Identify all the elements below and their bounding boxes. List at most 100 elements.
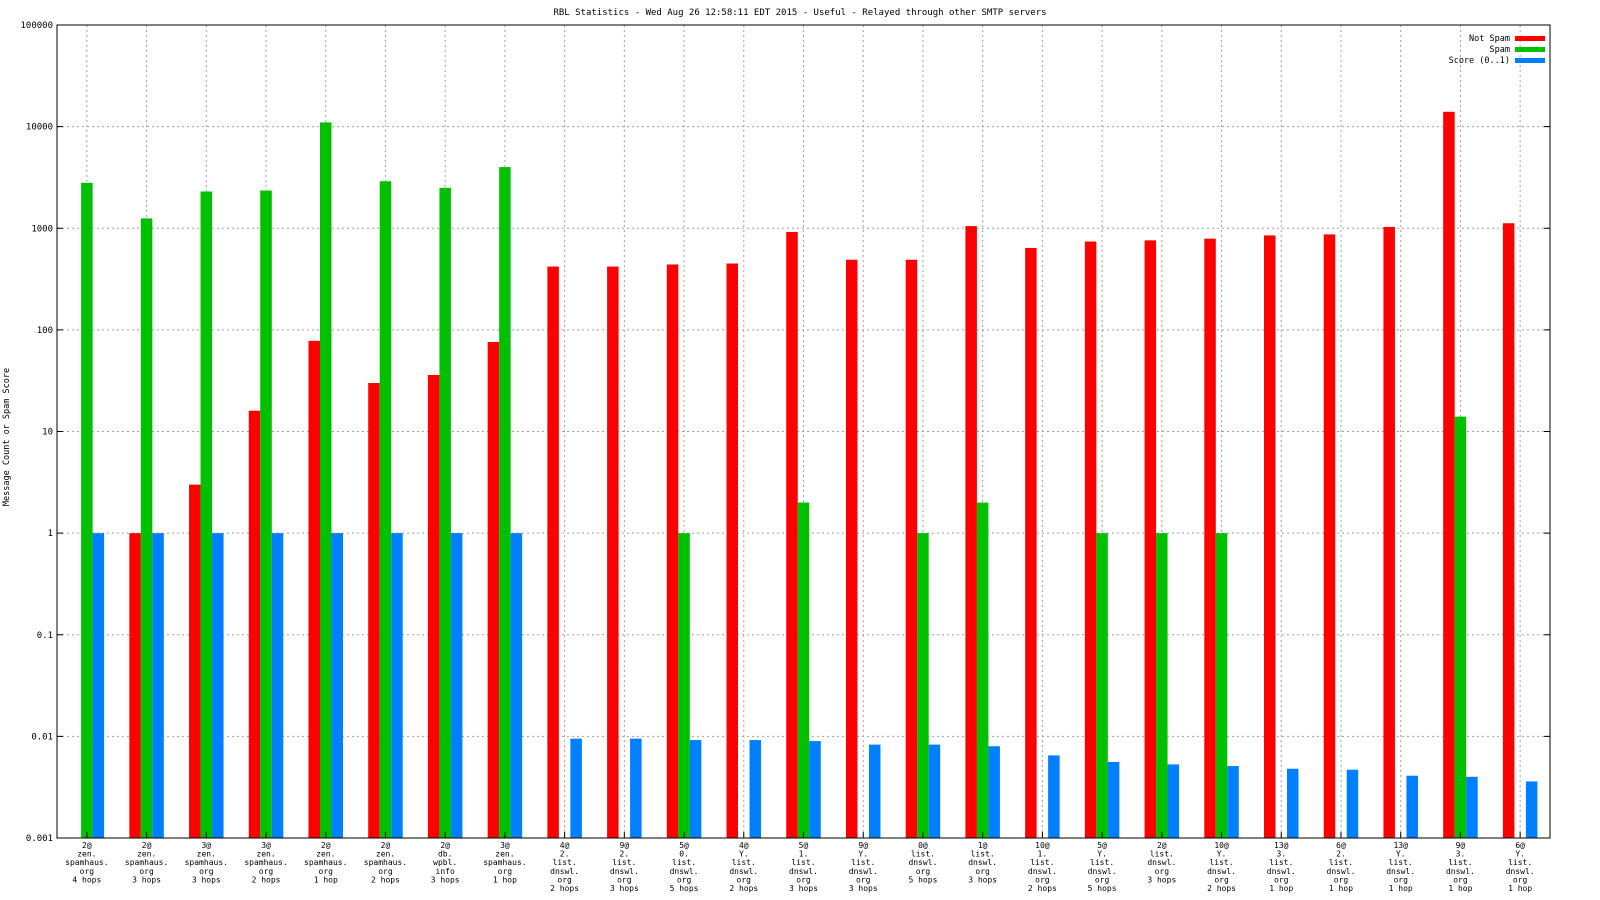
bar-not-spam	[1204, 238, 1216, 839]
x-tick-label: dnswl.	[1327, 867, 1356, 876]
x-tick-label: 1 hop	[1329, 884, 1353, 893]
x-tick-label: list.	[553, 858, 577, 867]
x-tick-label: 1 hop	[493, 875, 517, 884]
x-tick-label: 0@	[918, 841, 928, 850]
x-tick-label: list.	[1448, 858, 1472, 867]
x-tick-label: list.	[1329, 858, 1353, 867]
x-tick-label: spamhaus.	[125, 858, 168, 867]
x-tick-label: 2.	[560, 850, 570, 859]
x-tick-label: list.	[851, 858, 875, 867]
x-tick-label: 1 hop	[1389, 884, 1413, 893]
legend-label: Score (0..1)	[1449, 56, 1510, 66]
x-tick-label: org	[557, 875, 572, 884]
bar-not-spam	[129, 533, 141, 838]
bar-not-spam	[189, 484, 201, 838]
y-tick-label: 1000	[31, 224, 53, 234]
x-tick-label: 1.	[1038, 850, 1048, 859]
x-tick-label: 3 hops	[968, 875, 997, 884]
x-tick-label: Y.	[1396, 850, 1406, 859]
x-tick-label: org	[378, 867, 393, 876]
bar-spam	[1454, 416, 1467, 838]
x-tick-label: 5 hops	[908, 875, 937, 884]
x-tick-label: db.	[438, 850, 452, 859]
x-tick-label: 13@	[1274, 841, 1289, 850]
x-tick-label: 3@	[201, 841, 211, 850]
x-tick-label: zen.	[316, 850, 335, 859]
bar-score-0-1	[391, 533, 403, 838]
bar-spam	[200, 191, 213, 839]
x-tick-label: 3@	[500, 841, 510, 850]
x-tick-label: 10@	[1035, 841, 1050, 850]
x-tick-label: org	[916, 867, 931, 876]
bar-score-0-1	[510, 533, 523, 838]
bar-score-0-1	[749, 740, 762, 838]
x-tick-label: org	[1035, 875, 1050, 884]
x-tick-label: 2 hops	[371, 875, 400, 884]
x-tick-label: org	[1274, 875, 1289, 884]
x-tick-label: 2 hops	[550, 884, 579, 893]
x-tick-label: 4 hops	[72, 875, 101, 884]
x-tick-label: 3.	[1456, 850, 1466, 859]
y-tick-label: 0.01	[31, 732, 53, 742]
chart-title: RBL Statistics - Wed Aug 26 12:58:11 EDT…	[553, 8, 1046, 18]
bar-score-0-1	[92, 533, 105, 838]
bar-spam	[260, 190, 272, 838]
x-tick-label: list.	[612, 858, 636, 867]
x-tick-label: 2@	[381, 841, 391, 850]
x-tick-label: list.	[1269, 858, 1293, 867]
bar-not-spam	[1383, 226, 1395, 838]
x-tick-label: zen.	[137, 850, 156, 859]
x-tick-label: zen.	[376, 850, 395, 859]
bar-not-spam	[1084, 241, 1097, 839]
bar-score-0-1	[1287, 768, 1299, 838]
x-tick-label: 9@	[1456, 841, 1466, 850]
x-tick-label: 2 hops	[252, 875, 281, 884]
bar-score-0-1	[450, 533, 463, 838]
bar-score-0-1	[1466, 776, 1478, 838]
x-tick-label: 1@	[978, 841, 988, 850]
bar-not-spam	[248, 410, 261, 838]
x-tick-label: 5 hops	[1088, 884, 1117, 893]
bar-score-0-1	[1227, 766, 1239, 838]
x-tick-label: list.	[911, 850, 935, 859]
x-tick-label: 1 hop	[314, 875, 338, 884]
x-tick-label: 2@	[321, 841, 331, 850]
bar-score-0-1	[928, 744, 941, 838]
x-tick-label: 5@	[679, 841, 689, 850]
x-tick-label: org	[1214, 875, 1229, 884]
x-tick-label: dnswl.	[610, 867, 639, 876]
x-tick-label: 3 hops	[132, 875, 161, 884]
y-axis-label: Message Count or Spam Score	[2, 368, 12, 506]
x-tick-label: list.	[971, 850, 995, 859]
x-tick-label: dnswl.	[550, 867, 579, 876]
bar-not-spam	[427, 374, 440, 838]
x-tick-label: 3 hops	[1147, 875, 1176, 884]
bar-score-0-1	[331, 533, 343, 838]
x-tick-label: org	[498, 867, 513, 876]
bar-not-spam	[1264, 235, 1276, 839]
bar-score-0-1	[1525, 781, 1538, 838]
x-tick-label: org	[1095, 875, 1110, 884]
x-tick-label: dnswl.	[1446, 867, 1475, 876]
x-tick-label: 10@	[1214, 841, 1229, 850]
bar-spam	[1156, 533, 1168, 838]
bar-not-spam	[1323, 234, 1336, 838]
x-tick-label: org	[617, 875, 632, 884]
bar-spam	[797, 502, 810, 838]
y-tick-label: 0.001	[26, 834, 53, 844]
x-tick-label: Y.	[1217, 850, 1227, 859]
x-tick-label: Y.	[858, 850, 868, 859]
x-tick-label: dnswl.	[1207, 867, 1236, 876]
bar-not-spam	[726, 263, 739, 838]
bar-not-spam	[666, 264, 679, 838]
bar-score-0-1	[809, 741, 821, 838]
x-tick-label: 4@	[739, 841, 749, 850]
x-tick-label: 2@	[142, 841, 152, 850]
x-tick-label: dnswl.	[1386, 867, 1415, 876]
y-tick-label: 10	[42, 428, 53, 438]
x-tick-label: dnswl.	[1506, 867, 1535, 876]
x-tick-label: org	[259, 867, 274, 876]
x-tick-label: org	[1453, 875, 1468, 884]
